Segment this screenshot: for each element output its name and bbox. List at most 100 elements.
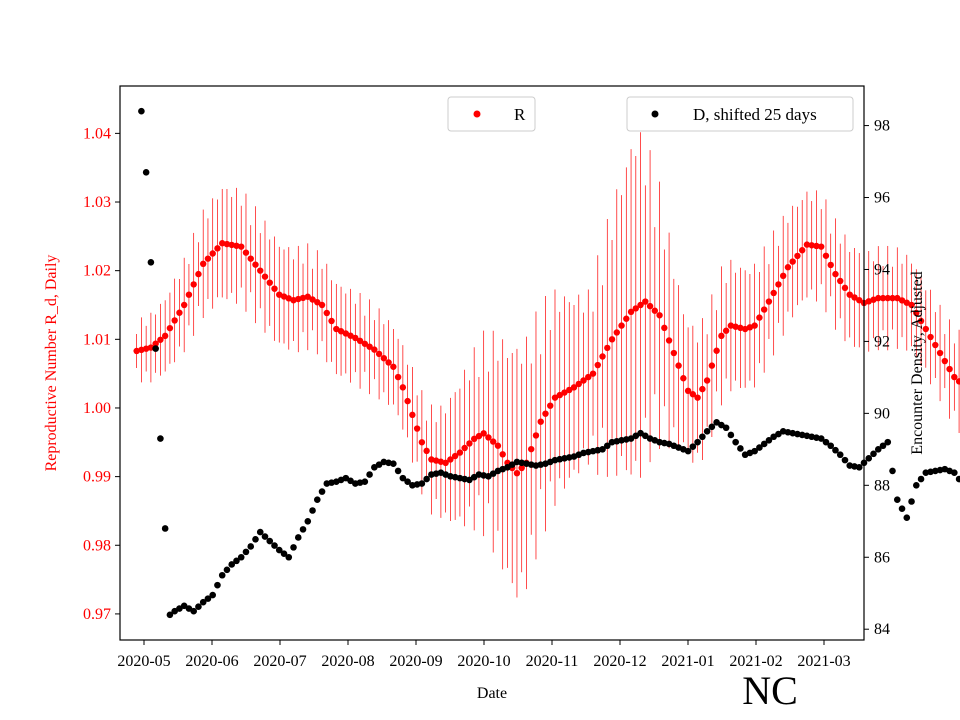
d-point (157, 435, 164, 442)
r-point (627, 308, 635, 316)
r-point (190, 281, 197, 288)
plot-frame (119, 85, 865, 641)
r-point (775, 281, 782, 288)
left-y-tick-label: 0.97 (83, 606, 111, 623)
d-point (252, 535, 259, 543)
r-point (894, 294, 901, 302)
r-series (133, 240, 960, 477)
r-point (675, 362, 682, 369)
r-point (917, 317, 925, 325)
d-point (689, 443, 697, 450)
r-point (323, 309, 330, 317)
r-point (813, 242, 820, 250)
r-point (314, 299, 321, 306)
r-point (518, 464, 525, 472)
r-point (604, 344, 611, 352)
d-point (898, 505, 906, 512)
r-point (618, 322, 625, 329)
r-point (770, 289, 777, 297)
r-point (328, 317, 335, 325)
r-point (185, 291, 193, 298)
r-point (946, 365, 953, 373)
r-point (841, 284, 849, 292)
d-point (404, 478, 411, 486)
d-point (827, 442, 835, 450)
left-y-tick-label: 1.03 (83, 194, 111, 211)
d-point (836, 451, 844, 459)
x-tick-label: 2020-09 (389, 653, 442, 670)
r-point (228, 241, 235, 249)
r-point (908, 301, 915, 309)
r-point (542, 410, 549, 417)
d-point (903, 514, 911, 521)
r-point (623, 315, 630, 322)
d-point (722, 424, 730, 432)
d-point (893, 496, 901, 504)
r-point (751, 322, 758, 329)
r-point (356, 337, 364, 345)
d-point (865, 455, 873, 462)
r-point (252, 261, 259, 268)
r-point (390, 363, 397, 370)
r-point (199, 260, 207, 268)
x-tick-label: 2021-01 (661, 653, 714, 670)
d-point (361, 478, 369, 486)
r-point (713, 347, 720, 354)
d-point (751, 447, 758, 455)
r-point (798, 247, 806, 254)
d-point (166, 611, 174, 619)
d-point (912, 482, 920, 489)
right-y-tick-label: 90 (874, 405, 890, 422)
r-point (242, 249, 250, 256)
r-point (756, 314, 763, 321)
right-y-tick-label: 88 (874, 477, 890, 494)
r-point (413, 425, 421, 432)
legend-r-label: R (514, 105, 526, 124)
d-point (223, 566, 231, 574)
d-point (699, 433, 706, 441)
r-point (703, 377, 711, 384)
r-point (219, 240, 226, 247)
r-point (475, 432, 483, 440)
legend-r: R (447, 96, 536, 132)
d-point (870, 450, 877, 458)
right-y-axis-label: Encounter Density, Adjusted (909, 271, 926, 454)
x-tick-label: 2021-02 (729, 653, 782, 670)
r-point (266, 279, 273, 286)
r-point (409, 411, 416, 419)
r-point (898, 297, 906, 304)
right-y-tick-label: 86 (874, 549, 890, 566)
r-point (889, 294, 896, 302)
d-point (218, 571, 226, 579)
left-y-axis-label: Reproductive Number R_d, Daily (43, 255, 60, 472)
r-point (157, 336, 164, 343)
legend-d-label: D, shifted 25 days (693, 105, 817, 124)
r-point (494, 442, 502, 449)
d-point (390, 460, 397, 468)
r-point (875, 294, 882, 302)
d-point (684, 447, 692, 455)
r-point (884, 294, 891, 302)
d-point (855, 464, 863, 471)
r-point (166, 324, 174, 332)
d-point (275, 546, 283, 554)
r-point (789, 258, 796, 265)
r-point (661, 324, 668, 332)
r-point (951, 373, 958, 381)
r-point (684, 387, 692, 395)
r-point (818, 243, 825, 250)
r-point (699, 385, 706, 393)
legend-d-marker (651, 110, 659, 118)
r-point (955, 378, 960, 385)
r-point (399, 384, 407, 391)
r-point (180, 301, 188, 309)
d-point (190, 607, 197, 615)
d-point (884, 438, 892, 446)
r-point (827, 261, 834, 269)
r-point (856, 296, 863, 304)
r-point (257, 267, 264, 274)
r-point (580, 377, 587, 384)
d-point (917, 475, 925, 483)
d-point (817, 435, 825, 442)
